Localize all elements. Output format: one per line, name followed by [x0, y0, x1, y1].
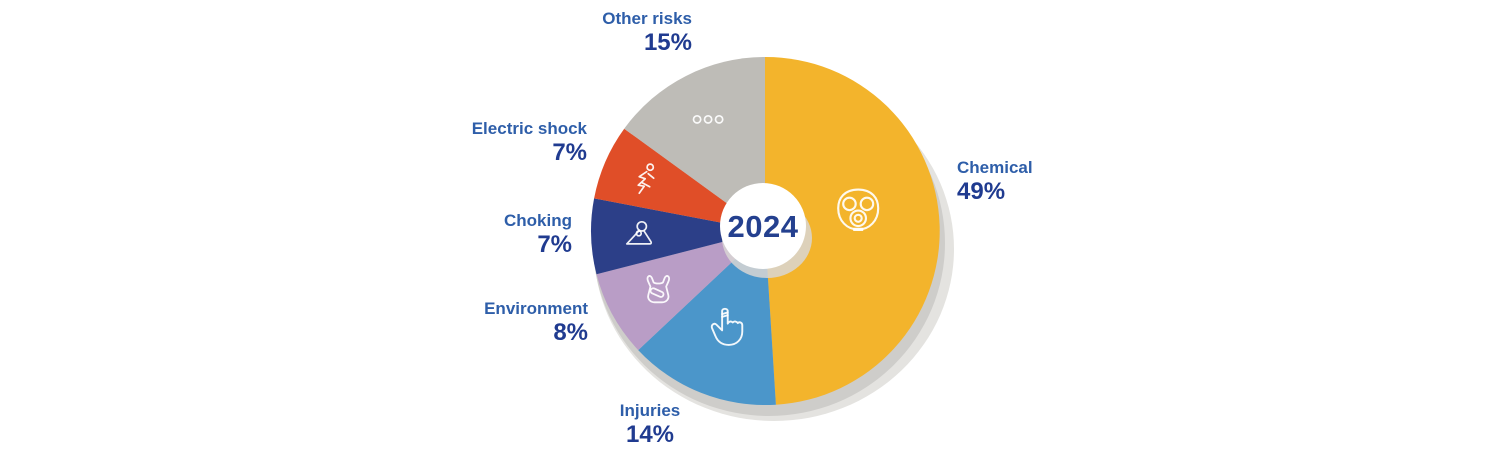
- slice-name: Choking: [504, 211, 572, 230]
- slice-chemical: [765, 56, 940, 405]
- choking-person-icon: [625, 220, 653, 245]
- slice-name: Other risks: [602, 9, 692, 28]
- slice-percent: 49%: [957, 178, 1006, 205]
- slice-name: Chemical: [957, 158, 1033, 177]
- slice-injuries: [638, 231, 776, 406]
- three-dots-icon: [692, 114, 724, 124]
- slice-label-other-risks: Other risks 15%: [520, 8, 692, 56]
- slice-percent: 7%: [552, 139, 587, 166]
- slice-label-choking: Choking 7%: [420, 210, 572, 258]
- plastic-bag-icon: [646, 275, 670, 304]
- slice-choking: [591, 198, 765, 275]
- slice-label-chemical: Chemical 49%: [957, 157, 1097, 205]
- electric-shock-person-icon: [637, 163, 655, 195]
- slice-percent: 15%: [643, 29, 692, 56]
- slice-name: Electric shock: [471, 119, 587, 138]
- slice-label-environment: Environment 8%: [420, 298, 588, 346]
- gas-mask-icon: [837, 188, 880, 231]
- slice-label-electric-shock: Electric shock 7%: [420, 118, 587, 166]
- bandaged-finger-icon: [710, 307, 744, 346]
- slice-electric-shock: [594, 128, 765, 231]
- slice-percent: 7%: [537, 231, 572, 258]
- slice-environment: [596, 231, 765, 351]
- slice-label-injuries: Injuries 14%: [590, 400, 710, 448]
- center-year-badge: 2024: [727, 209, 799, 244]
- center-circle: [720, 183, 806, 269]
- slice-percent: 8%: [553, 319, 588, 346]
- slice-percent: 14%: [625, 421, 675, 448]
- slice-name: Injuries: [619, 401, 681, 420]
- slice-name: Environment: [484, 299, 588, 318]
- slice-other-risks: [624, 56, 765, 232]
